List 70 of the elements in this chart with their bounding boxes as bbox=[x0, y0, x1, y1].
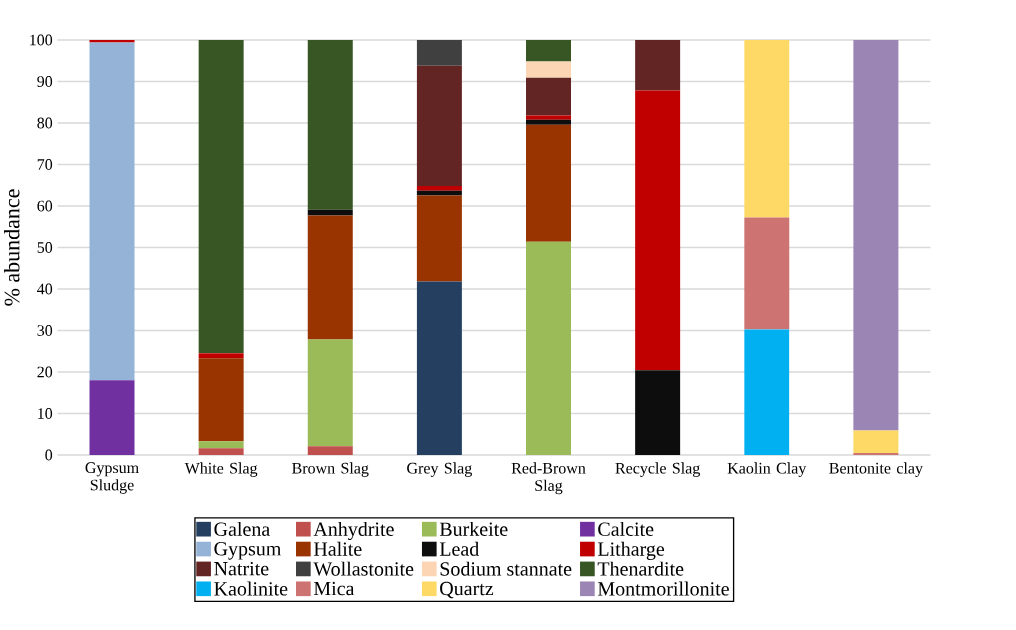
x-tick-label: Grey Slag bbox=[407, 462, 472, 477]
bar bbox=[526, 124, 572, 242]
legend-label: Natrite bbox=[214, 561, 269, 576]
y-tick-label: 0 bbox=[45, 449, 53, 461]
bar bbox=[526, 39, 572, 62]
legend-label: Gypsum bbox=[214, 542, 282, 560]
x-tick-label: White Slag bbox=[184, 462, 258, 477]
y-tick-label: 10 bbox=[38, 408, 53, 419]
y-tick-label: 90 bbox=[37, 76, 53, 87]
bar bbox=[526, 115, 572, 120]
bar bbox=[526, 77, 572, 116]
bar bbox=[744, 39, 790, 218]
legend-label: Lead bbox=[439, 541, 480, 556]
bar bbox=[416, 39, 462, 66]
bar bbox=[744, 217, 790, 330]
y-tick-label: 60 bbox=[37, 200, 53, 212]
legend-label: Montmorillonite bbox=[597, 581, 729, 596]
y-tick-label: 100 bbox=[30, 34, 53, 46]
x-tick-label: Kaolin Clay bbox=[727, 462, 807, 477]
bar bbox=[635, 90, 681, 371]
bar bbox=[89, 42, 135, 381]
y-tick-label: 20 bbox=[37, 366, 53, 378]
bar bbox=[635, 39, 681, 91]
bar bbox=[307, 446, 353, 455]
x-tick-label: Red-Brown Slag bbox=[511, 462, 586, 495]
bar bbox=[853, 39, 899, 431]
bar bbox=[416, 186, 462, 191]
y-axis-title: % abundance bbox=[4, 189, 20, 306]
bar bbox=[307, 215, 353, 340]
bar bbox=[416, 190, 462, 196]
bar bbox=[89, 380, 135, 455]
y-tick-label: 80 bbox=[37, 117, 53, 129]
x-tick-label: Gypsum Sludge bbox=[85, 462, 139, 494]
x-tick-label: Bentonite clay bbox=[829, 462, 923, 477]
y-tick-label: 30 bbox=[37, 325, 53, 336]
legend-label: Thenardite bbox=[597, 561, 684, 576]
bar bbox=[526, 241, 572, 455]
bar bbox=[416, 65, 462, 187]
y-tick-label: 50 bbox=[37, 242, 53, 253]
bar bbox=[198, 441, 244, 449]
bar bbox=[744, 329, 790, 455]
legend-label: Burkeite bbox=[439, 521, 508, 536]
legend-label: Quartz bbox=[440, 581, 494, 599]
bar bbox=[198, 39, 244, 354]
legend-label: Kaolinite bbox=[214, 581, 288, 596]
x-tick-label: Brown Slag bbox=[292, 462, 369, 477]
bar bbox=[307, 39, 353, 210]
bar bbox=[198, 358, 244, 442]
y-tick-label: 70 bbox=[37, 159, 53, 170]
bar bbox=[198, 353, 244, 359]
legend-label: Sodium stannate bbox=[440, 561, 572, 576]
legend-label: Galena bbox=[214, 521, 270, 536]
bar bbox=[526, 119, 572, 125]
legend-label: Anhydrite bbox=[313, 521, 394, 541]
y-tick-label: 40 bbox=[37, 283, 53, 295]
bar bbox=[526, 61, 572, 78]
legend-label: Mica bbox=[313, 581, 355, 596]
bar bbox=[853, 430, 899, 453]
bar bbox=[307, 209, 353, 216]
bar bbox=[307, 339, 353, 447]
legend-label: Calcite bbox=[598, 521, 654, 536]
bar bbox=[198, 448, 244, 455]
bar bbox=[853, 452, 899, 455]
bar bbox=[635, 370, 681, 455]
bar bbox=[416, 195, 462, 282]
legend-label: Wollastonite bbox=[313, 561, 414, 576]
x-tick-label: Recycle Slag bbox=[615, 462, 700, 477]
bar bbox=[416, 281, 462, 455]
legend-label: Litharge bbox=[597, 541, 665, 560]
legend-label: Halite bbox=[313, 541, 362, 556]
